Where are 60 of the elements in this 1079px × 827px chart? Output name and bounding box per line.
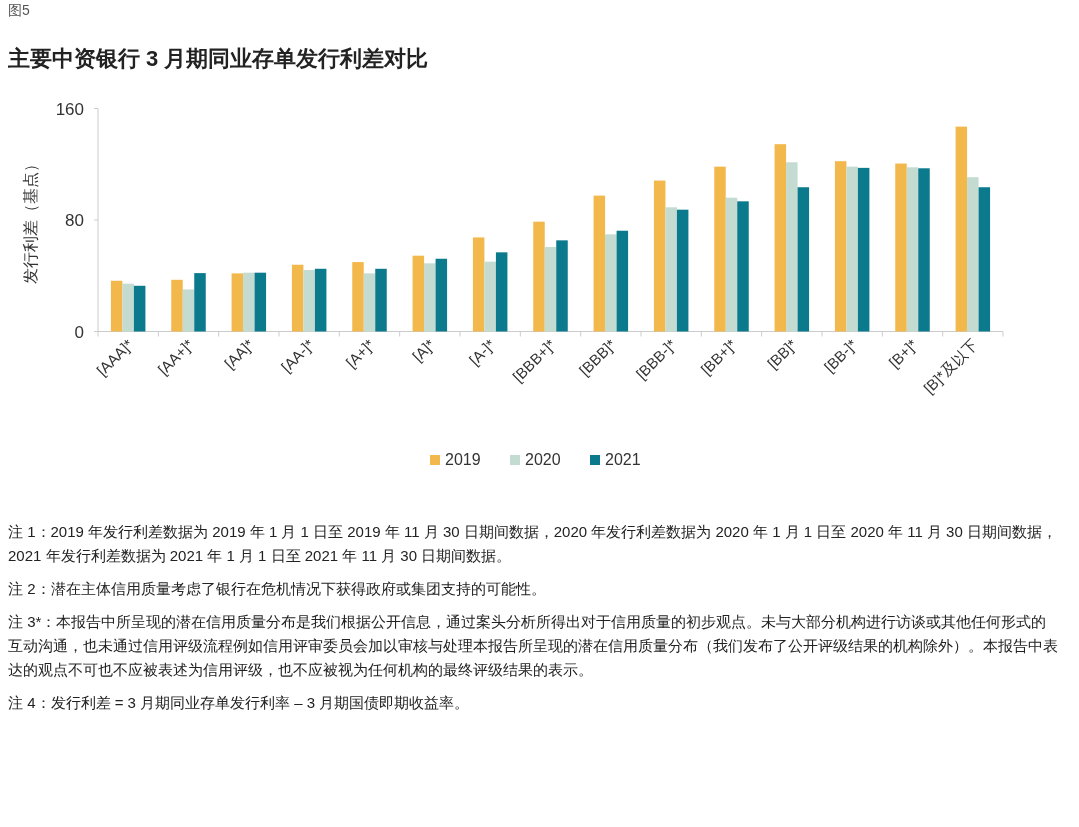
bar xyxy=(593,195,606,332)
bar xyxy=(533,221,545,332)
bar xyxy=(978,187,991,332)
bar xyxy=(774,144,787,332)
bar xyxy=(834,161,847,332)
bar xyxy=(797,187,810,332)
bar xyxy=(352,262,364,332)
bar xyxy=(616,230,629,332)
legend-label: 2021 xyxy=(605,451,641,468)
bar xyxy=(846,166,858,332)
bar xyxy=(182,289,195,332)
bar xyxy=(906,167,919,332)
bar xyxy=(122,283,134,332)
bar xyxy=(955,126,968,332)
bar xyxy=(291,264,304,332)
bar xyxy=(314,268,327,332)
bar xyxy=(786,162,798,332)
bar xyxy=(918,168,930,332)
legend-label: 2020 xyxy=(525,451,561,468)
y-axis-title: 发行利差（基点） xyxy=(22,156,39,284)
bar xyxy=(375,268,387,332)
bar xyxy=(676,209,689,332)
bar xyxy=(967,177,979,332)
caption: 图5 xyxy=(8,2,30,20)
bar xyxy=(714,166,726,332)
bar xyxy=(424,263,436,332)
bar xyxy=(544,247,557,332)
bar xyxy=(895,163,907,332)
bar xyxy=(231,273,244,332)
bar xyxy=(605,234,617,332)
bar xyxy=(665,207,677,332)
bar xyxy=(171,279,183,332)
bar xyxy=(435,258,448,332)
bar xyxy=(363,273,376,332)
bar xyxy=(472,237,485,332)
text: 注 3*：本报告中所呈现的潜在信用质量分布是我们根据公开信息，通过案头分析所得出对于信用质量的初步观点。未与大部分机构进行访谈或其他任何形式的互动沟通，也未通过信用评级流程例如信用评审委员会加以审核与处理本报告所呈现的潜在信用质量分布（我们发布了公开评级结果的机构除外）。本报告中表达的观点不可也不应被表述为信用评级，也不应被视为任何机构的最终评级结果的表示。 xyxy=(8,612,1058,680)
bar xyxy=(556,240,568,332)
bar xyxy=(194,273,206,332)
bar xyxy=(857,167,870,332)
bar xyxy=(737,201,749,332)
bar xyxy=(303,270,315,332)
bar xyxy=(484,261,496,332)
bar xyxy=(412,255,425,332)
bar xyxy=(495,252,508,332)
chart-title: 主要中资银行 3 月期同业存单发行利差对比 xyxy=(8,45,429,73)
text: 注 4：发行利差 = 3 月期同业存单发行利率 – 3 月期国债即期收益率。 xyxy=(8,693,471,713)
bar xyxy=(110,280,123,332)
y-tick-label: 160 xyxy=(55,99,84,119)
text: 注 1：2019 年发行利差数据为 2019 年 1 月 1 日至 2019 年 11 月 30 日期间数据，2020 年发行利差数据为 2020 年 1 月 1 日至 2020 年 11 月 30 日期间数据，2021 年发行利差数据为 2021 年 1 月 1 日至 2021 年 11 月 30 日期间数据。 xyxy=(8,522,1058,566)
bar xyxy=(243,272,255,332)
bar xyxy=(653,180,666,332)
x-tick-label: [B]*及以下 xyxy=(920,335,981,397)
text: 注 2：潜在主体信用质量考虑了银行在危机情况下获得政府或集团支持的可能性。 xyxy=(8,579,547,599)
bar xyxy=(725,197,738,332)
legend-label: 2019 xyxy=(445,451,481,468)
x-tick-label: [A]* xyxy=(408,335,439,365)
y-tick-label: 0 xyxy=(74,322,84,342)
bar xyxy=(133,285,146,332)
y-tick-label: 80 xyxy=(65,211,84,230)
bar xyxy=(254,272,267,332)
